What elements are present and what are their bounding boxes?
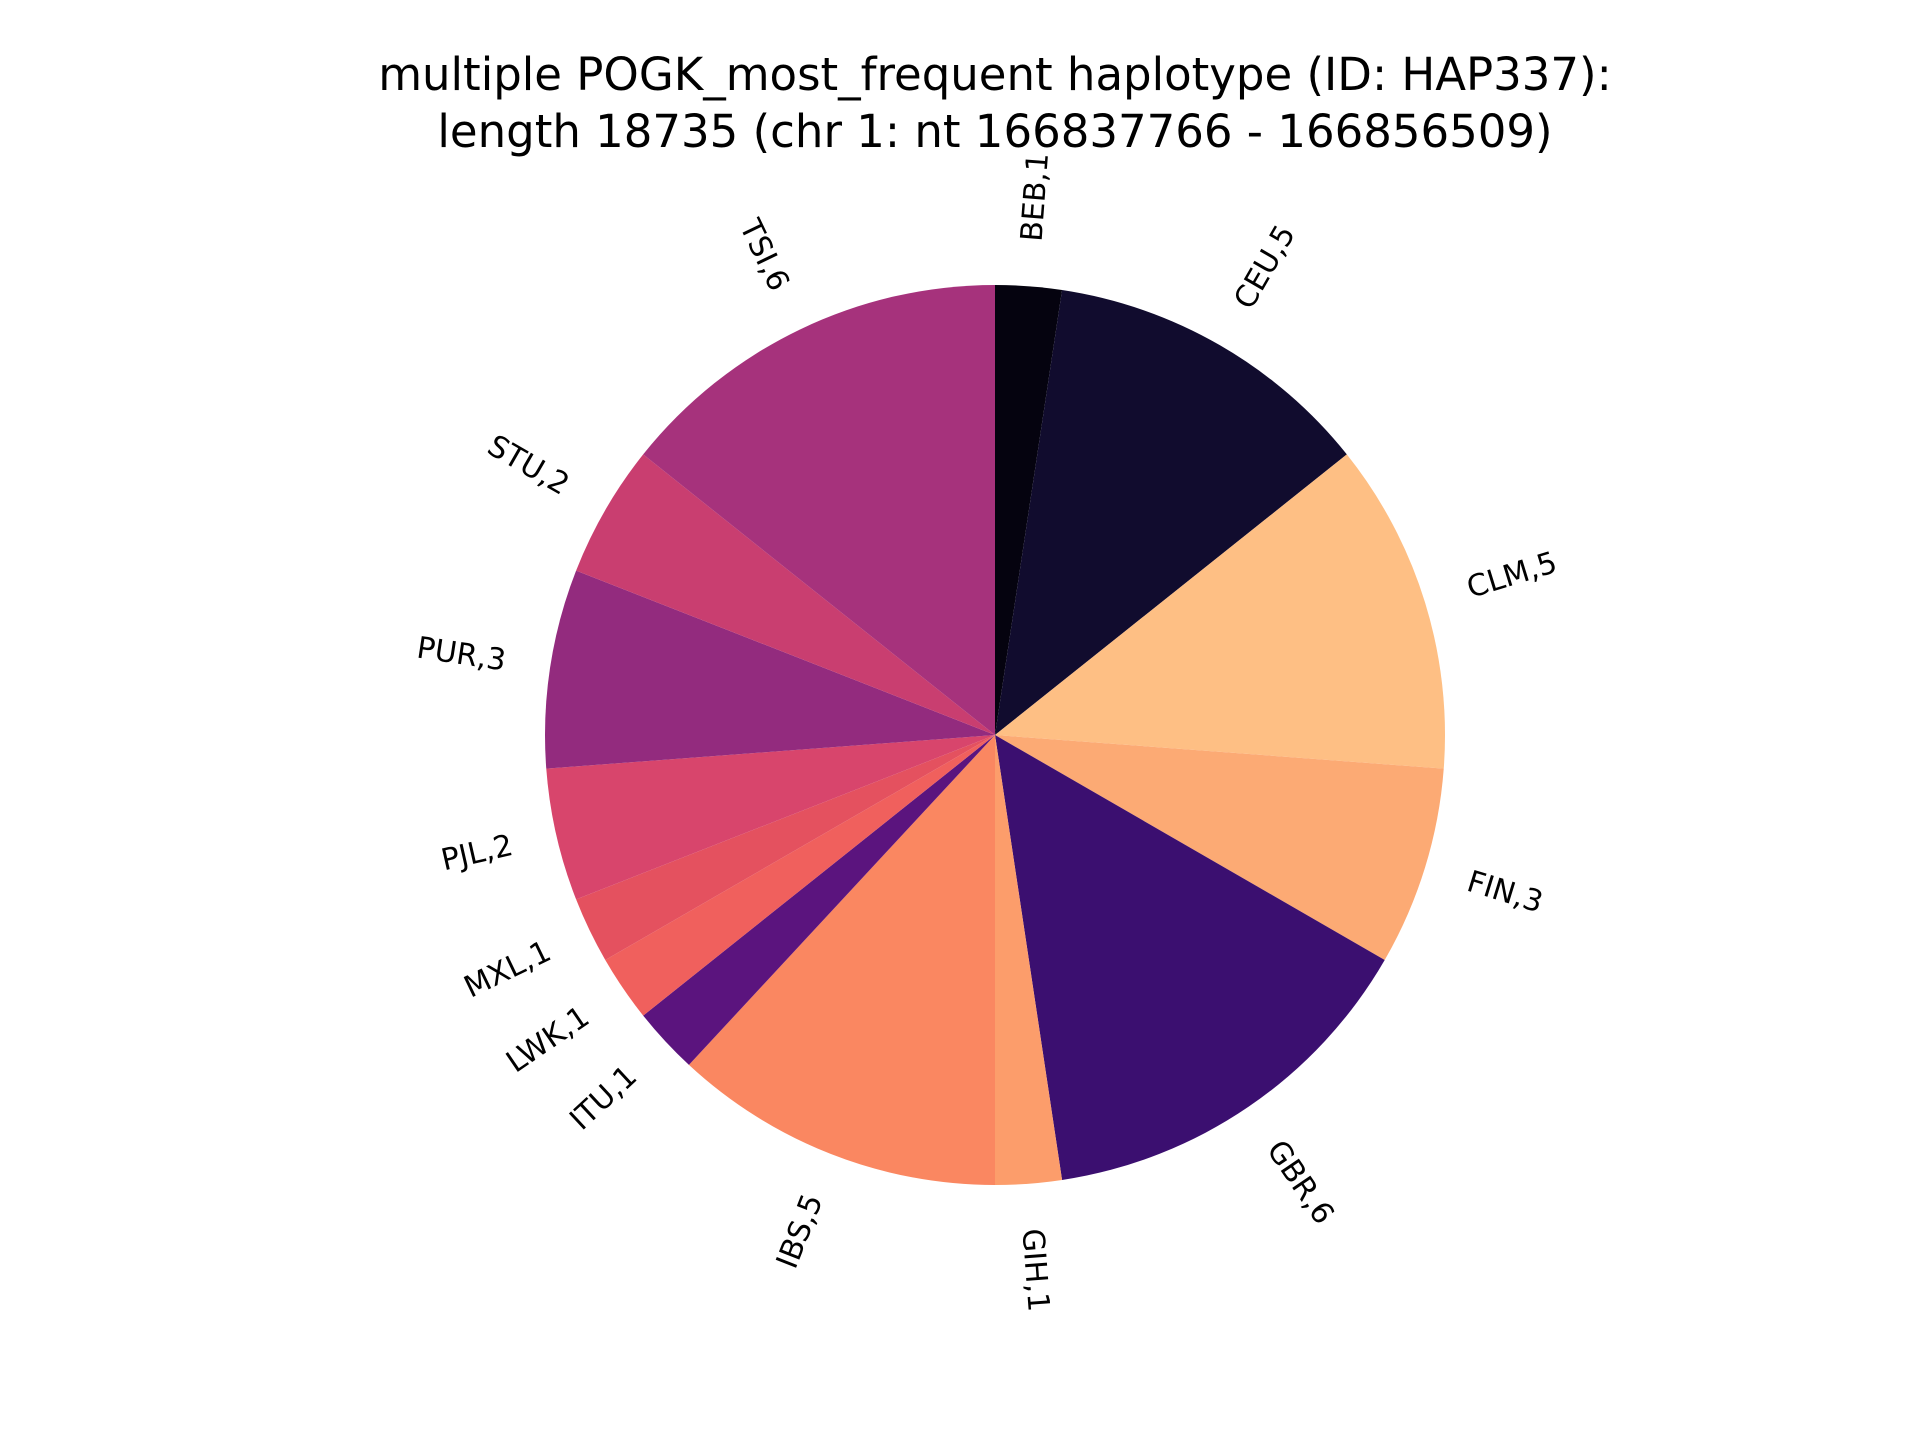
pie-label-tsi: TSI,6 (732, 213, 796, 297)
pie-label-lwk: LWK,1 (500, 999, 596, 1080)
pie-slice-stu (576, 454, 995, 735)
pie-slice-clm (995, 454, 1445, 769)
pie-slice-beb (995, 285, 1063, 735)
pie-slice-pjl (546, 735, 995, 900)
pie-label-ceu: CEU,5 (1227, 219, 1303, 315)
pie-label-clm: CLM,5 (1463, 545, 1561, 606)
pie-label-itu: ITU,1 (563, 1059, 644, 1138)
chart-title: multiple POGK_most_frequent haplotype (I… (378, 48, 1612, 158)
pie-label-beb: BEB,1 (1015, 152, 1057, 243)
pie-slice-gih (995, 735, 1063, 1185)
pie-label-fin: FIN,3 (1463, 864, 1547, 920)
pie-slices (545, 285, 1445, 1185)
pie-label-gbr: GBR,6 (1259, 1134, 1340, 1231)
pie-label-gih: GIH,1 (1015, 1227, 1056, 1313)
pie-label-stu: STU,2 (481, 428, 575, 502)
pie-slice-lwk (605, 735, 995, 1016)
pie-label-mxl: MXL,1 (459, 934, 557, 1005)
pie-slice-gbr (995, 735, 1385, 1180)
pie-label-pjl: PJL,2 (438, 828, 516, 878)
chart-title-line-2: length 18735 (chr 1: nt 166837766 - 1668… (437, 105, 1552, 158)
pie-slice-pur (545, 570, 995, 769)
pie-slice-mxl (576, 735, 995, 960)
pie-slice-tsi (643, 285, 995, 735)
pie-label-pur: PUR,3 (414, 631, 508, 679)
pie-slice-ibs (688, 735, 995, 1185)
chart-title-line-1: multiple POGK_most_frequent haplotype (I… (378, 48, 1612, 101)
pie-slice-itu (643, 735, 995, 1065)
pie-slice-ceu (995, 290, 1347, 735)
pie-slice-fin (995, 735, 1444, 960)
pie-label-ibs: IBS,5 (770, 1189, 831, 1273)
